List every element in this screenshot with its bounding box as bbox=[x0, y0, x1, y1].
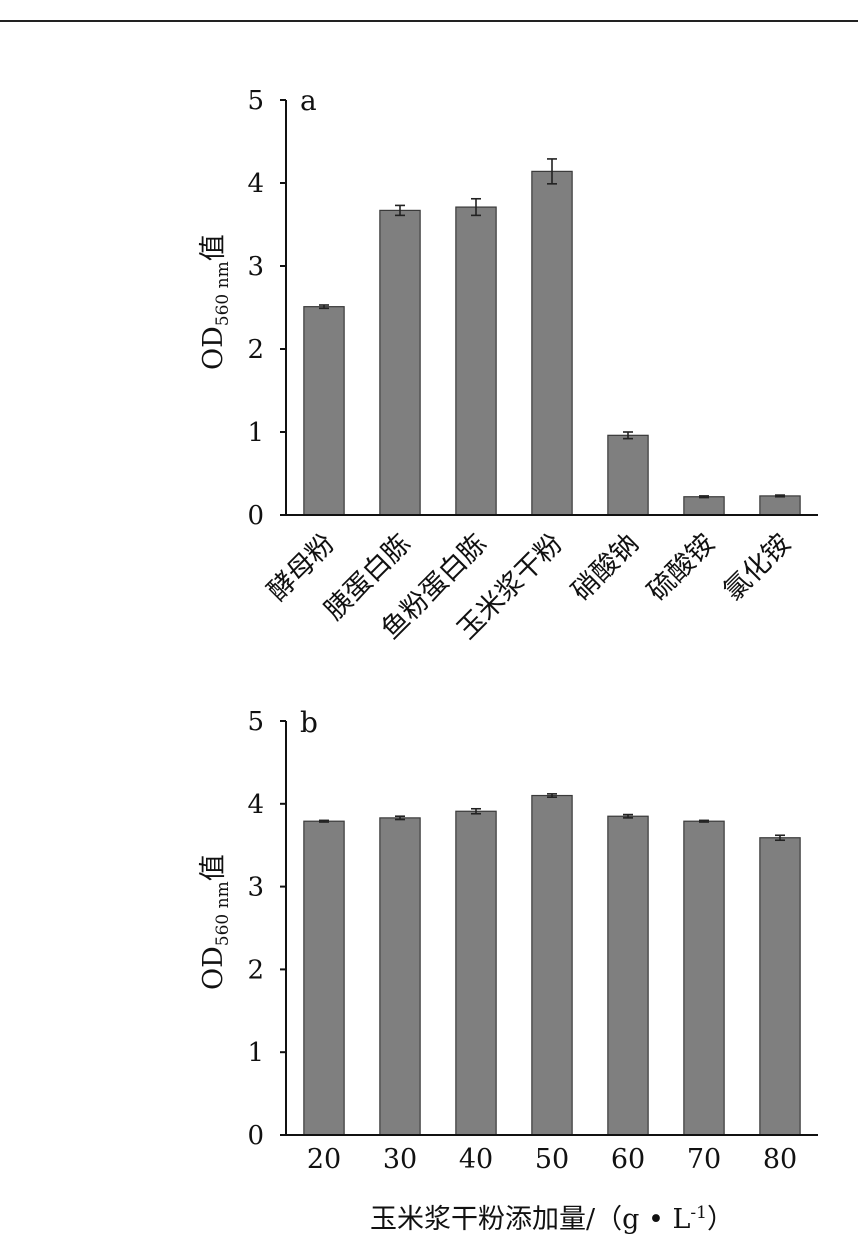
bar bbox=[303, 820, 345, 1136]
y-tick-label: 3 bbox=[247, 252, 264, 282]
bar bbox=[379, 209, 421, 516]
y-ticks-b: 0 1 2 3 4 5 bbox=[247, 707, 286, 1151]
y-title-main-a: OD bbox=[198, 326, 229, 370]
bar bbox=[759, 837, 801, 1136]
category-label: 30 bbox=[383, 1144, 417, 1175]
y-tick-label: 5 bbox=[247, 86, 264, 116]
y-tick-label: 0 bbox=[247, 501, 264, 531]
bar bbox=[607, 434, 649, 516]
category-label: 80 bbox=[763, 1144, 797, 1175]
category-labels-b: 20 30 40 50 60 70 80 bbox=[307, 1144, 797, 1175]
error-bars-a bbox=[319, 158, 785, 499]
error-bars-b bbox=[319, 793, 785, 842]
bar bbox=[455, 810, 497, 1136]
bar bbox=[759, 495, 801, 516]
panel-label-b: b bbox=[300, 706, 318, 739]
y-tick-label: 2 bbox=[247, 335, 264, 365]
bar bbox=[607, 815, 649, 1136]
bar bbox=[531, 170, 573, 516]
bar bbox=[683, 820, 725, 1136]
y-tick-label: 0 bbox=[247, 1121, 264, 1151]
y-title-sub-a: 560 nm bbox=[213, 261, 233, 326]
x-title-close-b: ） bbox=[707, 1204, 734, 1235]
y-tick-label: 4 bbox=[247, 790, 264, 820]
category-label: 70 bbox=[687, 1144, 721, 1175]
bar bbox=[303, 306, 345, 516]
y-tick-label: 3 bbox=[247, 873, 264, 903]
category-label: 硝酸钠 bbox=[566, 528, 645, 607]
y-tick-label: 2 bbox=[247, 955, 264, 985]
category-label: 20 bbox=[307, 1144, 341, 1175]
x-title-main-b: 玉米浆干粉添加量/（g • L bbox=[370, 1204, 690, 1235]
bars-b bbox=[303, 794, 801, 1136]
x-axis-title-b: 玉米浆干粉添加量/（g • L-1） bbox=[370, 1203, 734, 1235]
bar bbox=[455, 206, 497, 516]
category-label: 40 bbox=[459, 1144, 493, 1175]
y-tick-label: 4 bbox=[247, 169, 264, 199]
bar bbox=[531, 794, 573, 1136]
y-title-main-b: OD bbox=[198, 946, 229, 990]
bars-a bbox=[303, 170, 801, 516]
y-tick-label: 1 bbox=[247, 1038, 264, 1068]
x-title-sup-b: -1 bbox=[690, 1203, 707, 1223]
y-title-suffix-a: 值 bbox=[198, 234, 229, 261]
bar bbox=[683, 496, 725, 516]
category-label: 硫酸铵 bbox=[642, 528, 721, 607]
panel-label-a: a bbox=[300, 84, 317, 117]
chart-panel-b: 0 1 2 3 4 5 20 30 40 50 60 70 80 b OD560 nm值 玉米浆干粉添… bbox=[198, 706, 818, 1235]
y-tick-label: 5 bbox=[247, 707, 264, 737]
category-label: 氯化铵 bbox=[718, 528, 797, 607]
category-label: 50 bbox=[535, 1144, 569, 1175]
y-title-suffix-b: 值 bbox=[198, 854, 229, 881]
bar bbox=[379, 817, 421, 1136]
y-axis-title-b: OD560 nm值 bbox=[198, 854, 233, 990]
category-label: 60 bbox=[611, 1144, 645, 1175]
y-title-sub-b: 560 nm bbox=[213, 881, 233, 946]
y-axis-title-a: OD560 nm值 bbox=[198, 234, 233, 370]
y-ticks-a: 0 1 2 3 4 5 bbox=[247, 86, 286, 531]
y-tick-label: 1 bbox=[247, 418, 264, 448]
